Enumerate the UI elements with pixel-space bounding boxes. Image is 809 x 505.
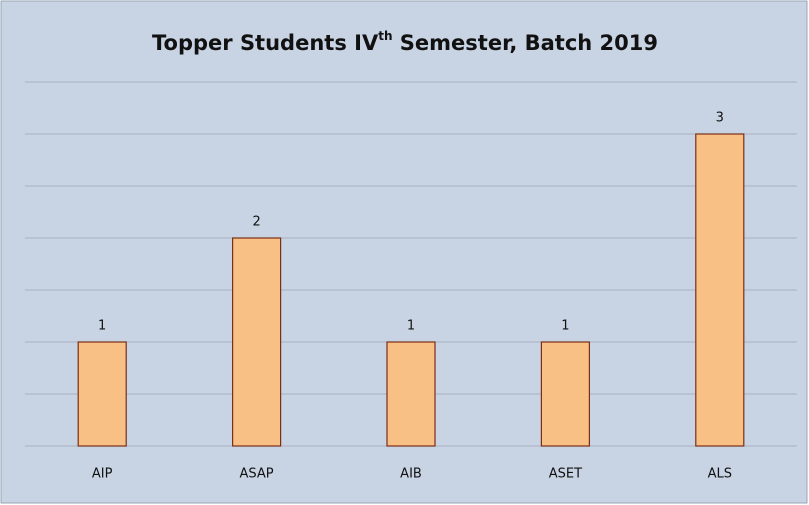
value-label: 1 <box>98 319 106 334</box>
chart-title: Topper Students IVth Semester, Batch 201… <box>152 29 658 56</box>
bar <box>386 341 436 447</box>
title-part: Topper Students IV <box>152 31 379 55</box>
title-part: Semester, Batch 2019 <box>392 31 658 55</box>
bar <box>695 133 745 447</box>
value-label: 2 <box>252 215 260 230</box>
value-label: 3 <box>716 111 724 126</box>
x-tick-label: ASAP <box>240 467 274 482</box>
bar <box>77 341 127 447</box>
value-label: 1 <box>561 319 569 334</box>
title-superscript: th <box>378 29 392 43</box>
bar <box>232 237 282 447</box>
x-tick-label: ALS <box>708 467 732 482</box>
value-label: 1 <box>407 319 415 334</box>
x-tick-label: ASET <box>549 467 582 482</box>
x-tick-label: AIP <box>92 467 113 482</box>
x-tick-label: AIB <box>400 467 422 482</box>
bar <box>540 341 591 447</box>
